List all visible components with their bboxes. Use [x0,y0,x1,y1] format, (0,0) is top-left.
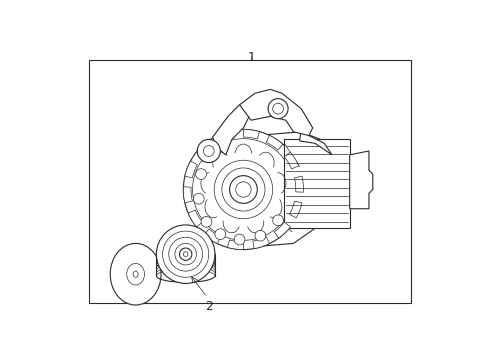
Text: 1: 1 [247,51,255,64]
Wedge shape [253,237,270,249]
Circle shape [163,231,209,277]
Wedge shape [183,187,193,203]
Circle shape [222,168,265,211]
Wedge shape [204,229,221,244]
Wedge shape [244,130,259,139]
Wedge shape [290,201,302,218]
Circle shape [255,230,266,241]
Bar [89,60,411,303]
Ellipse shape [110,243,161,305]
Circle shape [229,176,257,203]
Circle shape [236,182,251,197]
Circle shape [169,237,203,271]
Circle shape [183,252,188,256]
Wedge shape [274,222,291,238]
Circle shape [214,160,272,219]
Circle shape [201,216,212,227]
Wedge shape [284,152,298,169]
Ellipse shape [156,255,215,271]
Circle shape [273,215,283,226]
Bar [284,139,350,228]
Polygon shape [240,89,313,136]
Circle shape [203,145,214,156]
Circle shape [196,169,206,180]
Wedge shape [188,210,202,227]
Polygon shape [213,105,251,155]
Polygon shape [197,132,343,247]
Polygon shape [350,151,373,209]
Circle shape [156,225,215,283]
Text: 2: 2 [205,300,213,313]
Wedge shape [185,161,197,178]
Circle shape [273,103,283,114]
Circle shape [197,139,220,163]
Ellipse shape [127,264,145,285]
Circle shape [194,193,204,204]
Circle shape [175,243,196,265]
Wedge shape [218,130,234,142]
Ellipse shape [133,271,138,277]
Wedge shape [266,135,283,150]
Wedge shape [294,176,303,192]
Circle shape [268,99,288,119]
Circle shape [234,234,245,245]
Polygon shape [300,128,332,155]
Circle shape [215,229,226,239]
Wedge shape [227,240,244,249]
Circle shape [193,139,294,240]
Circle shape [183,130,303,249]
Wedge shape [196,141,213,157]
Circle shape [179,248,192,260]
